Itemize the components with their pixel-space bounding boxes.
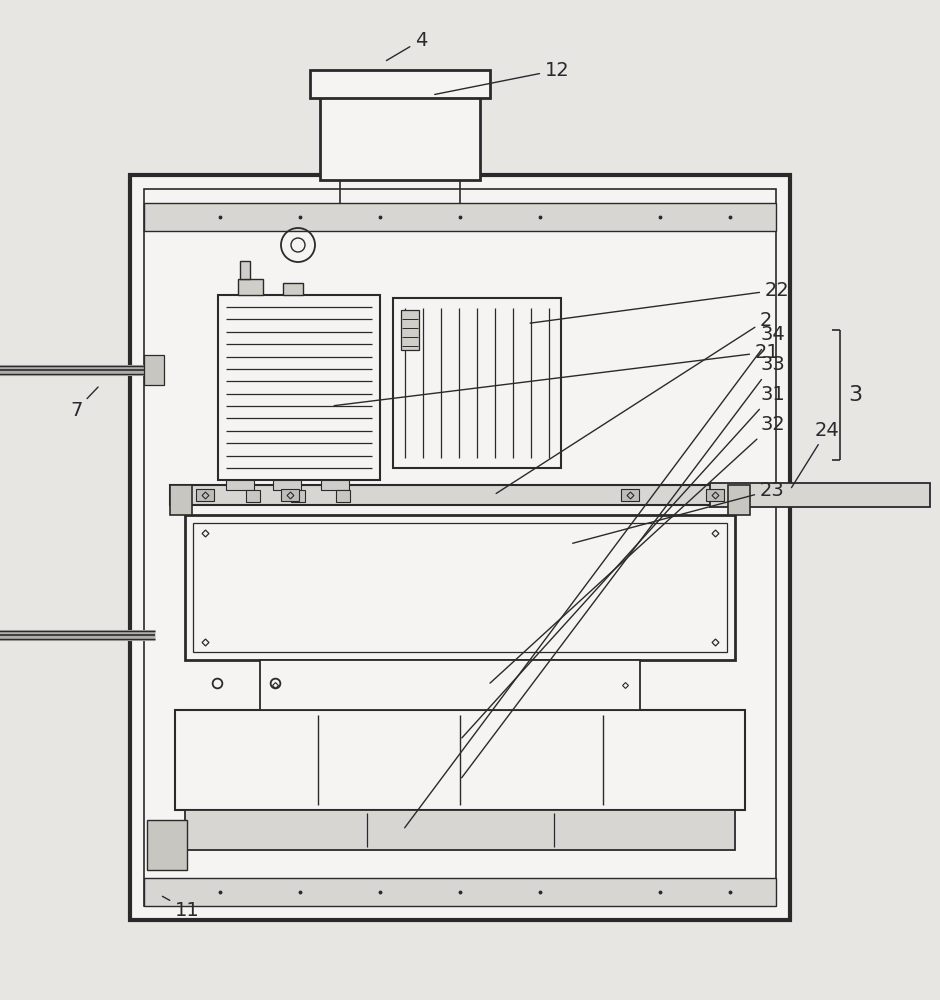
Text: 12: 12 [434, 60, 570, 94]
Bar [130, 175, 790, 920]
Text: 11: 11 [163, 896, 199, 920]
Text: 32: 32 [490, 416, 785, 683]
Bar [260, 660, 640, 710]
Text: 34: 34 [404, 326, 785, 828]
Text: 4: 4 [386, 30, 428, 61]
Text: 24: 24 [791, 420, 839, 488]
Text: 22: 22 [530, 280, 790, 323]
Text: 3: 3 [848, 385, 862, 405]
Bar [393, 298, 561, 468]
Text: 31: 31 [462, 385, 785, 738]
Bar [240, 261, 250, 279]
Text: 7: 7 [70, 387, 98, 420]
Bar [226, 480, 254, 490]
Bar [706, 489, 724, 501]
Bar [320, 95, 480, 180]
Bar [281, 489, 299, 501]
Bar [283, 283, 303, 295]
Bar [144, 189, 776, 906]
Text: 2: 2 [496, 310, 773, 493]
Bar [401, 310, 419, 350]
Bar [144, 355, 164, 385]
Bar [621, 489, 639, 501]
Bar [238, 279, 263, 295]
Bar [336, 490, 350, 502]
Bar [273, 480, 301, 490]
Bar [196, 489, 214, 501]
Bar [170, 485, 750, 505]
Text: 23: 23 [572, 481, 785, 543]
Bar [310, 70, 490, 98]
Bar [170, 485, 192, 515]
Bar [218, 295, 380, 480]
Bar [246, 490, 260, 502]
Bar [291, 490, 305, 502]
Text: 33: 33 [462, 356, 785, 778]
Bar [710, 483, 930, 507]
Bar [144, 878, 776, 906]
Bar [144, 203, 776, 231]
Bar [185, 515, 735, 660]
Text: 21: 21 [334, 342, 780, 406]
Bar [728, 485, 750, 515]
Bar [147, 820, 187, 870]
Bar [185, 810, 735, 850]
Bar [175, 710, 745, 810]
Bar [193, 523, 727, 652]
Bar [321, 480, 349, 490]
